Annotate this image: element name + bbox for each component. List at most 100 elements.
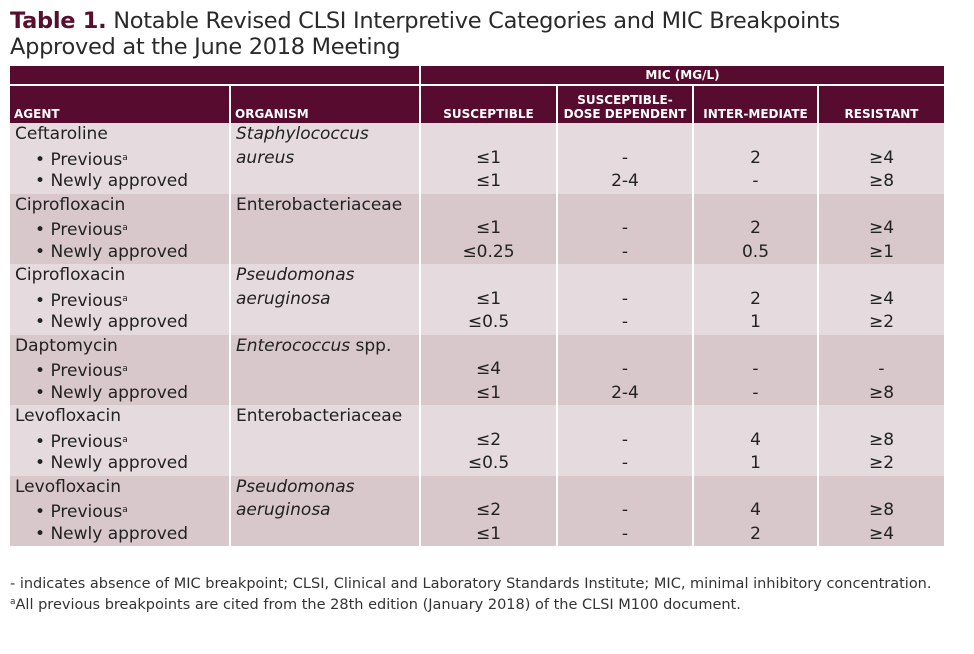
title-text-line2: Approved at the June 2018 Meeting <box>10 34 401 60</box>
table-label: Table 1. <box>10 8 107 34</box>
footnote-abbreviations: - indicates absence of MIC breakpoint; C… <box>10 576 932 592</box>
resistant-previous: ≥4 <box>868 288 895 309</box>
bullet-icon: • <box>35 502 46 522</box>
row-label-newly: • Newly approved <box>15 452 224 476</box>
intermediate-cell: 2- <box>693 123 819 194</box>
agent-cell: Levofloxacin • Previousa • Newly approved <box>10 405 231 476</box>
blank-line <box>699 405 812 429</box>
organism-text: Pseudomonas <box>236 476 355 497</box>
susceptible-previous: ≤4 <box>475 359 502 379</box>
sdd-previous: - <box>621 288 629 309</box>
sdd-previous: - <box>621 359 629 379</box>
blank-line <box>563 335 687 359</box>
susceptible-cell: ≤1 ≤1 <box>420 123 558 194</box>
agent-cell: Ciprofloxacin • Previousa • Newly approved <box>10 193 231 264</box>
intermediate-cell: -- <box>693 334 819 405</box>
intermediate-newly: 0.5 <box>741 241 770 262</box>
organism-text: Enterobacteriaceae <box>236 194 403 215</box>
bullet-icon: • <box>35 382 46 403</box>
agent-name: Levofloxacin <box>15 476 122 497</box>
susceptible-cell: ≤1 ≤0.5 <box>420 264 558 335</box>
intermediate-newly: - <box>752 382 759 403</box>
label-text: Newly approved <box>50 171 189 191</box>
blank-line <box>824 123 939 147</box>
susceptible-newly: ≤1 <box>475 523 502 544</box>
table-row: Levofloxacin • Previousa • Newly approved E… <box>10 405 944 476</box>
organism-line: aeruginosa <box>236 288 414 312</box>
label-text: Previous <box>50 361 123 381</box>
footnote-mark: a <box>10 597 16 607</box>
bullet-icon: • <box>35 453 46 473</box>
footnote-mark: a <box>122 152 128 163</box>
sdd-newly: 2-4 <box>611 171 639 191</box>
organism-text: Staphylococcus <box>236 124 369 144</box>
header-mic-group: MIC (MG/L) <box>420 66 944 86</box>
row-label-newly: • Newly approved <box>15 170 224 194</box>
sdd-newly: 2-4 <box>611 382 639 403</box>
footnote-mark: a <box>122 293 128 304</box>
bullet-icon: • <box>35 431 46 452</box>
agent-name: Ciprofloxacin <box>15 265 126 285</box>
organism-text: spp. <box>350 335 392 356</box>
sdd-previous: - <box>621 147 629 168</box>
bullet-icon: • <box>35 220 46 240</box>
resistant-cell: ≥8 ≥2 <box>818 405 944 476</box>
agent-cell: Daptomycin • Previousa • Newly approved <box>10 334 231 405</box>
susceptible-newly: ≤1 <box>475 382 502 403</box>
label-text: Newly approved <box>50 382 189 403</box>
organism-line: aeruginosa <box>236 499 414 523</box>
header-intermediate: INTER-MEDIATE <box>693 85 819 123</box>
susceptible-newly: ≤1 <box>475 171 502 191</box>
blank-line <box>699 264 812 288</box>
sdd-newly: - <box>621 312 629 332</box>
resistant-newly: ≥2 <box>868 312 895 332</box>
organism-line: aureus <box>236 147 414 171</box>
organism-cell: Enterococcus spp. <box>230 334 421 405</box>
resistant-previous: ≥8 <box>868 429 895 450</box>
sdd-newly: - <box>621 523 629 544</box>
organism-text: Pseudomonas <box>236 265 355 285</box>
organism-cell: Enterobacteriaceae <box>230 405 421 476</box>
blank-line <box>699 194 812 218</box>
organism-cell: Staphylococcus aureus <box>230 123 421 194</box>
susceptible-previous: ≤2 <box>475 429 502 450</box>
sdd-cell: - 2-4 <box>557 123 694 194</box>
bullet-icon: • <box>35 290 46 311</box>
table-row: Ceftaroline • Previousa • Newly approved St… <box>10 123 944 194</box>
organism-cell: Enterobacteriaceae <box>230 193 421 264</box>
sdd-cell: - 2-4 <box>557 334 694 405</box>
row-label-previous: • Previousa <box>15 217 224 241</box>
table-row: Daptomycin • Previousa • Newly approved Ent… <box>10 334 944 405</box>
susceptible-cell: ≤2 ≤1 <box>420 475 558 546</box>
blank-line <box>563 476 687 500</box>
row-label-previous: • Previousa <box>15 429 224 453</box>
table-row: Ciprofloxacin • Previousa • Newly approved… <box>10 193 944 264</box>
sdd-cell: -- <box>557 475 694 546</box>
susceptible-newly: ≤0.5 <box>467 453 510 473</box>
resistant-previous: ≥4 <box>868 218 895 238</box>
susceptible-previous: ≤2 <box>475 500 502 520</box>
blank-line <box>824 476 939 500</box>
susceptible-previous: ≤1 <box>475 288 502 309</box>
agent-cell: Ciprofloxacin • Previousa • Newly approved <box>10 264 231 335</box>
label-text: Newly approved <box>50 241 189 262</box>
footnote-previous-text: All previous breakpoints are cited from … <box>15 597 741 613</box>
bullet-icon: • <box>35 149 46 170</box>
organism-text: aureus <box>236 147 295 168</box>
row-label-previous: • Previousa <box>15 499 224 523</box>
organism-line: Pseudomonas <box>236 264 414 288</box>
intermediate-previous: 2 <box>750 288 761 309</box>
sdd-cell: -- <box>557 405 694 476</box>
resistant-newly: ≥8 <box>868 171 895 191</box>
label-text: Newly approved <box>50 453 189 473</box>
resistant-cell: - ≥8 <box>818 334 944 405</box>
organism-line: Enterococcus spp. <box>236 335 414 359</box>
susceptible-newly: ≤0.5 <box>467 312 510 332</box>
sdd-cell: -- <box>557 193 694 264</box>
footnote-mark: a <box>122 434 128 445</box>
agent-cell: Ceftaroline • Previousa • Newly approved <box>10 123 231 194</box>
blank-line <box>824 335 939 359</box>
row-label-previous: • Previousa <box>15 147 224 171</box>
